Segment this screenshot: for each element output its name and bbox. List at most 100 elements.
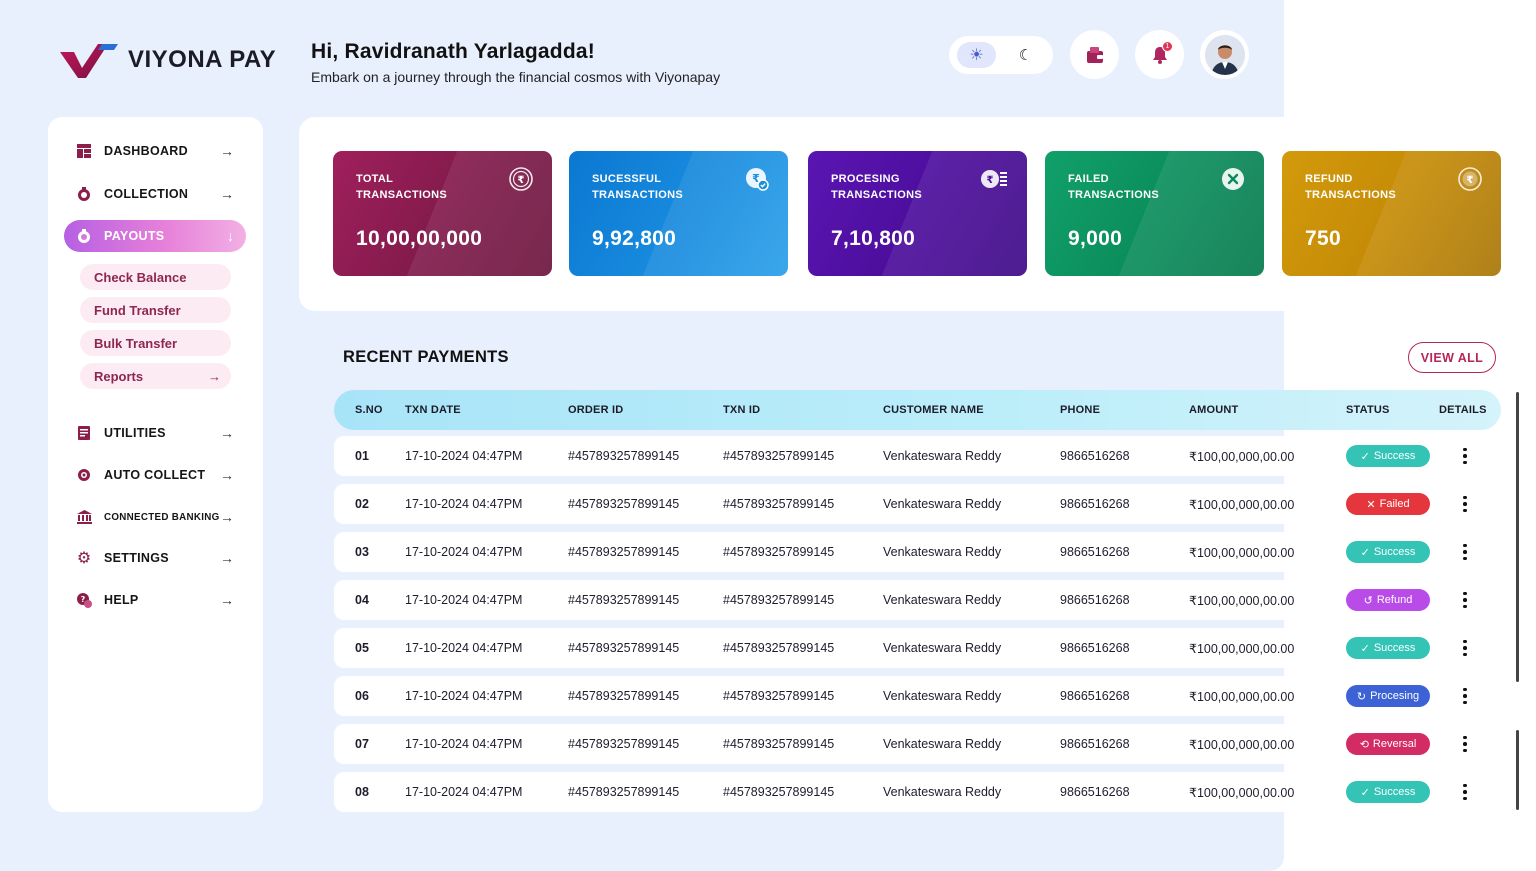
wallet-button[interactable]: [1070, 30, 1119, 79]
card-successful-transactions[interactable]: SUCESSFUL TRANSACTIONS 9,92,800 ₹: [569, 151, 788, 276]
notification-badge: 1: [1162, 41, 1173, 52]
cell-sno: 06: [355, 689, 369, 703]
rupee-coin-icon: ₹: [509, 167, 533, 191]
sub-item-fund-transfer[interactable]: Fund Transfer: [80, 297, 231, 323]
cell-customer-name: Venkateswara Reddy: [883, 545, 1002, 559]
status-icon: ⟲: [1359, 738, 1369, 751]
cell-amount: ₹100,00,000,00.00: [1189, 642, 1295, 656]
status-badge: ↺ Refund: [1346, 589, 1430, 611]
column-header: CUSTOMER NAME: [883, 404, 984, 416]
sub-item-bulk-transfer[interactable]: Bulk Transfer: [80, 330, 231, 356]
sidebar-item-label: CONNECTED BANKING: [104, 511, 220, 523]
cell-order-id: #457893257899145: [568, 785, 680, 799]
close-circle-icon: [1222, 168, 1244, 190]
cell-amount: ₹100,00,000,00.00: [1189, 498, 1295, 512]
dashboard-icon: [76, 143, 92, 159]
card-value: 9,000: [1068, 227, 1123, 250]
sidebar-item-label: DASHBOARD: [104, 144, 188, 158]
more-options-icon[interactable]: [1460, 734, 1470, 754]
column-header: PHONE: [1060, 404, 1101, 416]
cell-amount: ₹100,00,000,00.00: [1189, 690, 1295, 704]
card-processing-transactions[interactable]: PROCESING TRANSACTIONS 7,10,800 ₹: [808, 151, 1027, 276]
scrollbar[interactable]: [1516, 730, 1519, 810]
table-row[interactable]: 07 17-10-2024 04:47PM #457893257899145 #457…: [334, 724, 1501, 764]
notification-button[interactable]: 1: [1135, 30, 1184, 79]
status-label: Success: [1373, 642, 1416, 654]
sidebar-item-help[interactable]: ? HELP →: [64, 584, 246, 616]
more-options-icon[interactable]: [1460, 590, 1470, 610]
scrollbar[interactable]: [1516, 392, 1519, 682]
status-badge: ⟲ Reversal: [1346, 733, 1430, 755]
arrow-right-icon: →: [220, 509, 234, 525]
more-options-icon[interactable]: [1460, 494, 1470, 514]
viyona-logo-icon: [60, 44, 118, 78]
cell-txn-id: #457893257899145: [723, 497, 835, 511]
moon-icon[interactable]: ☾: [1018, 47, 1033, 64]
card-failed-transactions[interactable]: FAILED TRANSACTIONS 9,000: [1045, 151, 1264, 276]
sidebar-item-utilities[interactable]: UTILITIES →: [64, 417, 246, 449]
card-title: FAILED TRANSACTIONS: [1068, 173, 1159, 201]
cell-phone: 9866516268: [1060, 785, 1130, 799]
cell-txn-date: 17-10-2024 04:47PM: [405, 593, 523, 607]
table-row[interactable]: 02 17-10-2024 04:47PM #457893257899145 #457…: [334, 484, 1501, 524]
table-row[interactable]: 01 17-10-2024 04:47PM #457893257899145 #457…: [334, 436, 1501, 476]
cell-customer-name: Venkateswara Reddy: [883, 593, 1002, 607]
more-options-icon[interactable]: [1460, 542, 1470, 562]
cell-txn-date: 17-10-2024 04:47PM: [405, 785, 523, 799]
more-options-icon[interactable]: [1460, 782, 1470, 802]
table-row[interactable]: 06 17-10-2024 04:47PM #457893257899145 #457…: [334, 676, 1501, 716]
table-header: S.NO TXN DATE ORDER ID TXN ID CUSTOMER N…: [334, 390, 1501, 430]
table-row[interactable]: 08 17-10-2024 04:47PM #457893257899145 #457…: [334, 772, 1501, 812]
wallet-icon: [1086, 46, 1103, 63]
brand-logo[interactable]: VIYONA PAY: [58, 40, 276, 80]
table-row[interactable]: 04 17-10-2024 04:47PM #457893257899145 #457…: [334, 580, 1501, 620]
svg-text:₹: ₹: [987, 175, 994, 186]
card-title: PROCESING TRANSACTIONS: [831, 173, 922, 201]
cell-txn-date: 17-10-2024 04:47PM: [405, 545, 523, 559]
column-header: STATUS: [1346, 404, 1390, 416]
cell-sno: 02: [355, 497, 369, 511]
cell-txn-id: #457893257899145: [723, 785, 835, 799]
card-total-transactions[interactable]: TOTAL TRANSACTIONS 10,00,00,000 ₹: [333, 151, 552, 276]
cell-phone: 9866516268: [1060, 497, 1130, 511]
sun-icon[interactable]: ☀: [957, 42, 996, 68]
cell-order-id: #457893257899145: [568, 737, 680, 751]
status-label: Success: [1373, 546, 1416, 558]
sidebar-item-dashboard[interactable]: DASHBOARD →: [64, 135, 246, 167]
table-row[interactable]: 05 17-10-2024 04:47PM #457893257899145 #457…: [334, 628, 1501, 668]
sub-item-label: Fund Transfer: [94, 302, 181, 318]
more-options-icon[interactable]: [1460, 638, 1470, 658]
column-header: TXN DATE: [405, 404, 461, 416]
arrow-right-icon: →: [220, 592, 234, 608]
sidebar-item-auto-collect[interactable]: AUTO COLLECT →: [64, 459, 246, 491]
cell-order-id: #457893257899145: [568, 593, 680, 607]
more-options-icon[interactable]: [1460, 686, 1470, 706]
sub-item-reports[interactable]: Reports →: [80, 363, 231, 389]
gear-icon: ⚙: [76, 550, 92, 567]
sidebar-item-settings[interactable]: ⚙ SETTINGS →: [64, 542, 246, 574]
theme-toggle[interactable]: ☀ ☾: [949, 36, 1053, 74]
sub-item-check-balance[interactable]: Check Balance: [80, 264, 231, 290]
card-value: 750: [1305, 227, 1341, 250]
view-all-button[interactable]: VIEW ALL: [1408, 342, 1496, 373]
cell-amount: ₹100,00,000,00.00: [1189, 546, 1295, 560]
card-refund-transactions[interactable]: REFUND TRANSACTIONS 750 ₹: [1282, 151, 1501, 276]
sidebar-item-connected-banking[interactable]: CONNECTED BANKING →: [64, 501, 246, 533]
payouts-icon: [76, 228, 92, 244]
cell-customer-name: Venkateswara Reddy: [883, 785, 1002, 799]
status-label: Refund: [1376, 594, 1413, 606]
cell-txn-id: #457893257899145: [723, 641, 835, 655]
table-row[interactable]: 03 17-10-2024 04:47PM #457893257899145 #457…: [334, 532, 1501, 572]
card-value: 7,10,800: [831, 227, 916, 250]
rupee-refund-icon: ₹: [1458, 167, 1482, 191]
status-badge: ↻ Procesing: [1346, 685, 1430, 707]
sidebar-item-payouts[interactable]: PAYOUTS ↓: [64, 220, 246, 252]
sidebar-item-collection[interactable]: COLLECTION →: [64, 178, 246, 210]
more-options-icon[interactable]: [1460, 446, 1470, 466]
sidebar-item-label: COLLECTION: [104, 187, 189, 201]
brand-name: VIYONA PAY: [128, 46, 277, 73]
status-label: Success: [1373, 786, 1416, 798]
cell-txn-date: 17-10-2024 04:47PM: [405, 449, 523, 463]
profile-button[interactable]: [1200, 30, 1249, 79]
card-title: TOTAL TRANSACTIONS: [356, 173, 447, 201]
